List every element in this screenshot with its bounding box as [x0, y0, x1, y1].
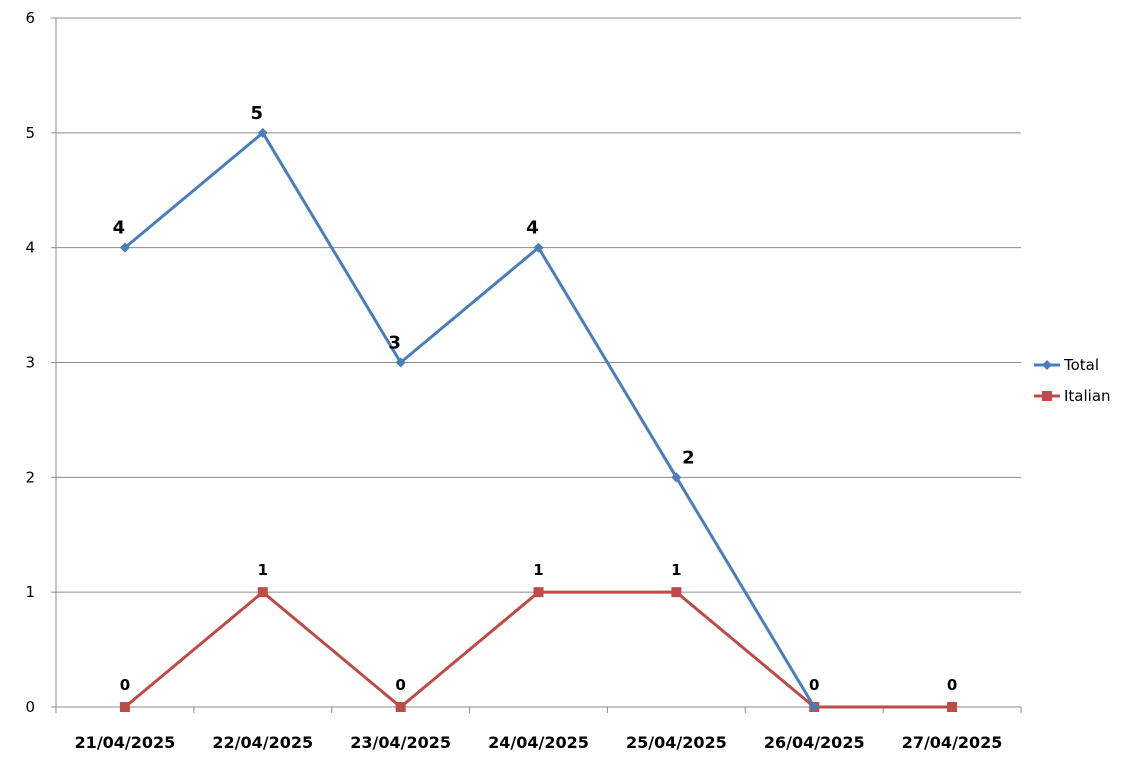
x-tick-label: 26/04/2025	[764, 733, 865, 752]
series-line-total	[123, 131, 816, 708]
data-point-italian	[947, 702, 958, 712]
data-label-total: 4	[113, 218, 126, 239]
data-point-total	[119, 242, 130, 253]
data-point-italian	[395, 702, 406, 712]
legend-marker-total	[1042, 360, 1052, 370]
y-tick-label: 0	[25, 698, 35, 716]
y-axis-tick-labels: 0 1 2 3 4 5 6	[25, 9, 35, 716]
data-labels: 4 5 3 4 2 0 1 0 1 1 0 0	[113, 103, 958, 694]
data-label-italian: 0	[120, 676, 130, 694]
data-point-italian	[533, 587, 544, 598]
data-label-total: 5	[251, 103, 264, 124]
legend-marker-italian	[1042, 391, 1052, 401]
data-point-total	[257, 127, 268, 138]
y-tick-label: 1	[25, 583, 35, 601]
x-tick-label: 25/04/2025	[626, 733, 727, 752]
y-tick-label: 3	[25, 354, 35, 372]
x-tick-label: 27/04/2025	[902, 733, 1003, 752]
data-label-italian: 1	[533, 561, 543, 579]
data-label-italian: 0	[809, 676, 819, 694]
series-layer	[119, 127, 958, 712]
y-tick-label: 6	[25, 9, 35, 27]
data-point-italian	[671, 587, 682, 598]
x-tick-label: 23/04/2025	[350, 733, 451, 752]
data-label-italian: 0	[947, 676, 957, 694]
data-point-italian	[119, 702, 130, 712]
legend: Total Italian	[1034, 356, 1111, 405]
data-label-italian: 0	[395, 676, 405, 694]
data-point-total	[533, 242, 544, 253]
x-tick-label: 22/04/2025	[212, 733, 313, 752]
data-label-italian: 1	[671, 561, 681, 579]
data-point-total	[809, 702, 820, 712]
x-axis-tick-labels: 21/04/2025 22/04/2025 23/04/2025 24/04/2025…	[75, 733, 1003, 752]
x-tick-label: 21/04/2025	[75, 733, 176, 752]
data-label-total: 3	[388, 333, 401, 354]
data-point-italian	[257, 587, 268, 598]
x-tick-label: 24/04/2025	[488, 733, 589, 752]
legend-label-italian: Italian	[1064, 387, 1111, 405]
y-tick-label: 4	[25, 239, 35, 257]
data-point-total	[671, 472, 682, 483]
y-tick-label: 2	[25, 468, 35, 486]
axes	[51, 17, 1022, 713]
y-tick-label: 5	[25, 124, 35, 142]
series-line-italian	[123, 590, 953, 709]
legend-label-total: Total	[1063, 356, 1099, 374]
gridlines	[56, 17, 1021, 593]
data-label-italian: 1	[258, 561, 268, 579]
data-label-total: 2	[682, 447, 695, 468]
data-point-total	[395, 357, 406, 368]
data-label-total: 4	[526, 218, 539, 239]
